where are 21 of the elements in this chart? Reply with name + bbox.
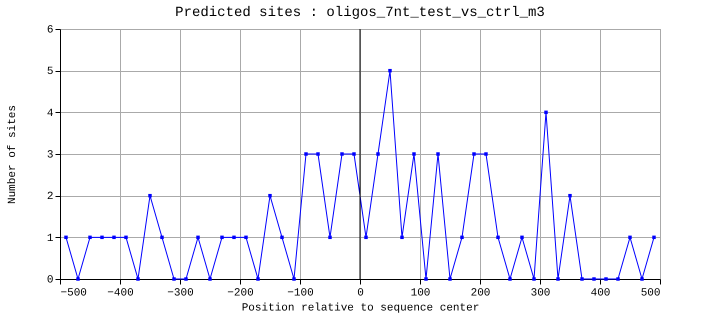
x-tick-label: 400: [590, 288, 610, 300]
x-tick-label: −500: [60, 288, 87, 300]
y-tick-label: 2: [46, 191, 54, 204]
y-tick-label: 5: [46, 66, 54, 78]
x-tick-label: 100: [410, 288, 430, 300]
x-tick-label: 200: [470, 288, 490, 300]
y-axis-title: Number of sites: [6, 104, 19, 204]
x-tick-label: 0: [357, 288, 364, 300]
y-tick-label: 0: [46, 274, 54, 286]
x-tick-label: −100: [287, 288, 314, 300]
x-tick-label: −300: [167, 288, 194, 300]
y-tick-label: 6: [46, 24, 54, 36]
x-tick-label: 300: [530, 288, 550, 300]
y-tick-label: 4: [46, 108, 54, 120]
y-tick-label: 1: [46, 232, 54, 245]
x-tick-label: −200: [227, 288, 254, 300]
y-tick-label: 3: [46, 150, 54, 162]
x-tick-label: −400: [107, 288, 134, 300]
x-axis-title: Position relative to sequence center: [242, 302, 480, 314]
chart-title: Predicted sites : oligos_7nt_test_vs_ctrl_m3: [175, 5, 545, 21]
x-tick-label: 500: [640, 288, 660, 300]
